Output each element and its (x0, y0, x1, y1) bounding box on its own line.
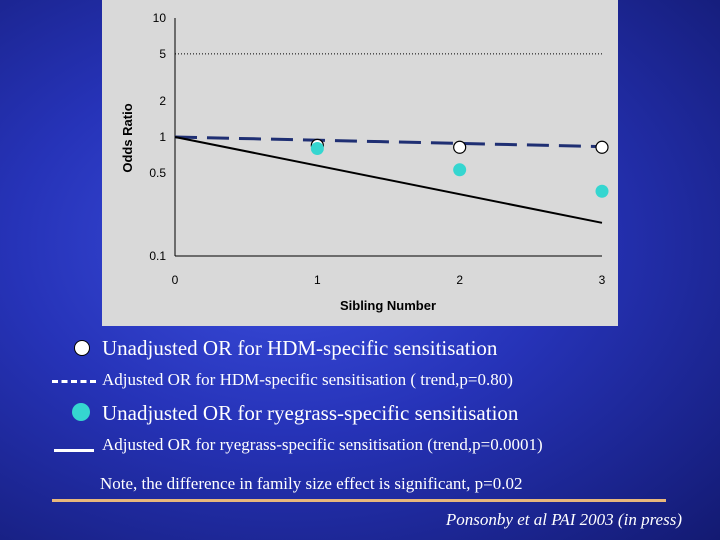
open-circle-marker-icon (74, 340, 90, 356)
legend-row-ryegrass-adjusted: Adjusted OR for ryegrass-specific sensit… (0, 432, 720, 460)
y-tick-label: 5 (159, 47, 166, 61)
data-point-hdm_unadjusted (453, 140, 467, 154)
legend-label-ryegrass-unadjusted: Unadjusted OR for ryegrass-specific sens… (102, 401, 519, 425)
series-line-hdm_adjusted (174, 135, 603, 149)
y-tick-label: 2 (159, 94, 166, 108)
x-axis-title: Sibling Number (340, 298, 436, 313)
legend-row-ryegrass-unadjusted: Unadjusted OR for ryegrass-specific sens… (0, 399, 720, 427)
solid-line-icon (54, 449, 94, 452)
x-tick-label: 3 (599, 273, 606, 287)
legend-row-hdm-unadjusted: Unadjusted OR for HDM-specific sensitisa… (0, 334, 720, 362)
x-tick-label: 2 (456, 273, 463, 287)
legend-row-hdm-adjusted: Adjusted OR for HDM-specific sensitisati… (0, 368, 720, 396)
y-tick-label: 1 (159, 130, 166, 144)
data-point-ryegrass_unadjusted (453, 163, 467, 177)
data-point-ryegrass_unadjusted (310, 142, 324, 156)
note-row: Note, the difference in family size effe… (0, 472, 720, 500)
series-line-ryegrass_adjusted (174, 136, 603, 224)
teal-circle-marker-icon (72, 403, 90, 421)
legend-label-ryegrass-adjusted: Adjusted OR for ryegrass-specific sensit… (102, 435, 543, 454)
legend-label-hdm-unadjusted: Unadjusted OR for HDM-specific sensitisa… (102, 336, 498, 360)
odds-ratio-chart: 0.1 0.5 1 2 5 10 0 1 2 3 Sibling Number Odds Rat… (120, 11, 609, 313)
x-tick-label: 1 (314, 273, 321, 287)
legend-label-hdm-adjusted: Adjusted OR for HDM-specific sensitisati… (102, 370, 513, 389)
y-axis-title: Odds Ratio (120, 103, 135, 172)
y-tick-label: 0.1 (149, 249, 166, 263)
dashed-line-icon (52, 380, 96, 383)
significance-note: Note, the difference in family size effe… (100, 474, 523, 493)
data-point-ryegrass_unadjusted (595, 184, 609, 198)
y-tick-label: 10 (153, 11, 167, 25)
note-underline (52, 499, 666, 502)
y-tick-label: 0.5 (149, 166, 166, 180)
x-tick-label: 0 (172, 273, 179, 287)
data-point-hdm_unadjusted (595, 140, 609, 154)
chart-panel: 0.1 0.5 1 2 5 10 0 1 2 3 Sibling Number Odds Rat… (102, 0, 618, 326)
citation: Ponsonby et al PAI 2003 (in press) (445, 510, 682, 529)
